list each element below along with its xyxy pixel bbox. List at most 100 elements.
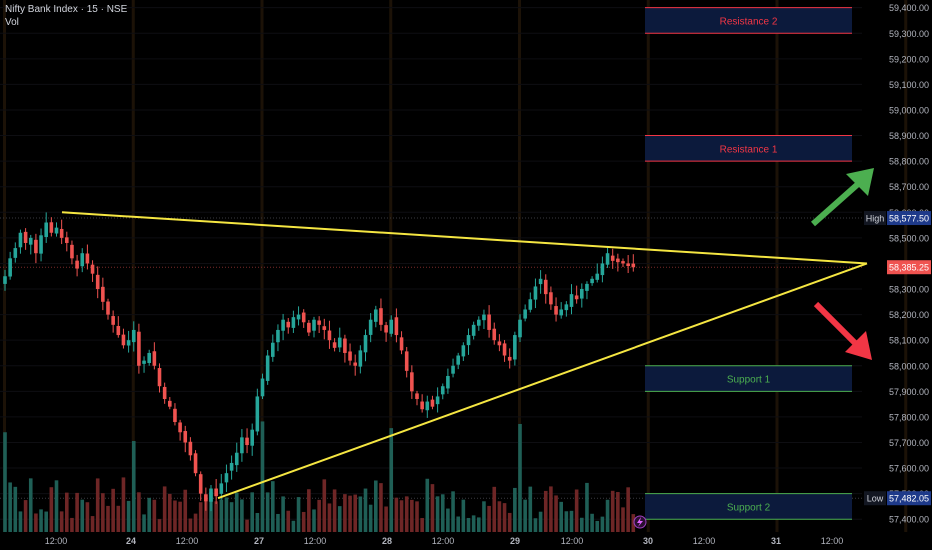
candle[interactable] <box>554 306 558 315</box>
candle[interactable] <box>502 343 507 356</box>
candle[interactable] <box>394 317 399 336</box>
candle[interactable] <box>492 328 497 341</box>
candle[interactable] <box>574 295 579 300</box>
candle[interactable] <box>343 338 347 353</box>
candle[interactable] <box>34 239 38 254</box>
candle[interactable] <box>250 429 254 446</box>
candle[interactable] <box>543 279 548 295</box>
candle[interactable] <box>245 437 249 446</box>
candle[interactable] <box>209 488 213 502</box>
candle[interactable] <box>538 278 543 285</box>
candle[interactable] <box>152 351 157 366</box>
candle[interactable] <box>28 237 33 245</box>
candle[interactable] <box>276 329 280 343</box>
candle[interactable] <box>95 274 100 290</box>
candle[interactable] <box>178 422 182 433</box>
candle[interactable] <box>18 232 23 248</box>
candle[interactable] <box>430 399 435 407</box>
candle[interactable] <box>183 431 188 443</box>
candle[interactable] <box>374 309 378 322</box>
candle[interactable] <box>440 386 445 395</box>
candle[interactable] <box>271 342 275 357</box>
candle[interactable] <box>523 309 527 319</box>
candle[interactable] <box>193 453 198 474</box>
candle[interactable] <box>559 309 563 316</box>
candle[interactable] <box>446 375 450 389</box>
candle[interactable] <box>410 372 414 392</box>
candle[interactable] <box>384 325 388 333</box>
candle[interactable] <box>142 360 146 364</box>
candle[interactable] <box>219 483 224 494</box>
candle[interactable] <box>580 289 584 299</box>
candle[interactable] <box>65 237 69 243</box>
candle[interactable] <box>240 437 244 454</box>
candle[interactable] <box>332 342 337 348</box>
candle[interactable] <box>337 337 342 348</box>
candle[interactable] <box>147 352 151 364</box>
candle[interactable] <box>126 340 131 346</box>
candle[interactable] <box>106 301 110 315</box>
candle[interactable] <box>549 292 553 305</box>
candle[interactable] <box>286 321 291 328</box>
candle[interactable] <box>513 335 517 360</box>
candle[interactable] <box>435 396 440 405</box>
candle[interactable] <box>3 276 7 284</box>
candle[interactable] <box>389 319 394 334</box>
candle[interactable] <box>358 350 363 367</box>
candle[interactable] <box>626 263 630 266</box>
candle[interactable] <box>291 317 296 328</box>
candle[interactable] <box>214 488 218 497</box>
candle[interactable] <box>595 273 600 280</box>
candle[interactable] <box>399 337 404 351</box>
candle[interactable] <box>621 261 625 264</box>
candle[interactable] <box>229 462 234 471</box>
candle[interactable] <box>533 286 538 300</box>
candle[interactable] <box>312 319 316 331</box>
candle[interactable] <box>569 294 574 307</box>
candle[interactable] <box>111 316 115 325</box>
candle[interactable] <box>497 341 502 346</box>
candle[interactable] <box>466 335 471 346</box>
candle[interactable] <box>307 322 311 333</box>
candle[interactable] <box>80 253 85 267</box>
candle[interactable] <box>477 319 481 326</box>
lower-trendline[interactable] <box>217 262 868 500</box>
candle[interactable] <box>296 314 301 320</box>
candle[interactable] <box>157 368 162 387</box>
candle[interactable] <box>348 351 352 361</box>
candle[interactable] <box>363 335 368 353</box>
candle[interactable] <box>585 283 589 291</box>
candle[interactable] <box>49 222 54 233</box>
candle[interactable] <box>54 227 59 234</box>
candle[interactable] <box>368 319 373 335</box>
candle[interactable] <box>590 278 594 284</box>
candle[interactable] <box>101 286 105 302</box>
candle[interactable] <box>507 356 512 361</box>
candle[interactable] <box>70 244 74 259</box>
candle[interactable] <box>168 400 172 407</box>
candle[interactable] <box>353 362 357 366</box>
candle[interactable] <box>121 334 126 346</box>
candle[interactable] <box>224 473 229 483</box>
candle[interactable] <box>322 326 327 330</box>
candle[interactable] <box>600 263 605 276</box>
candle[interactable] <box>317 320 321 325</box>
candle[interactable] <box>471 324 476 336</box>
candle[interactable] <box>59 228 64 238</box>
candle[interactable] <box>281 319 285 331</box>
candle[interactable] <box>301 312 306 323</box>
candle[interactable] <box>631 263 636 268</box>
candle[interactable] <box>75 260 79 269</box>
candle[interactable] <box>260 378 265 397</box>
upper-trendline[interactable] <box>61 211 868 265</box>
candle[interactable] <box>415 393 419 399</box>
candle[interactable] <box>518 319 522 338</box>
candle[interactable] <box>482 314 486 321</box>
candle[interactable] <box>425 401 430 411</box>
candle[interactable] <box>528 299 533 310</box>
candle[interactable] <box>90 264 95 274</box>
candle[interactable] <box>610 255 615 261</box>
candle[interactable] <box>131 329 136 343</box>
candle[interactable] <box>404 351 409 371</box>
